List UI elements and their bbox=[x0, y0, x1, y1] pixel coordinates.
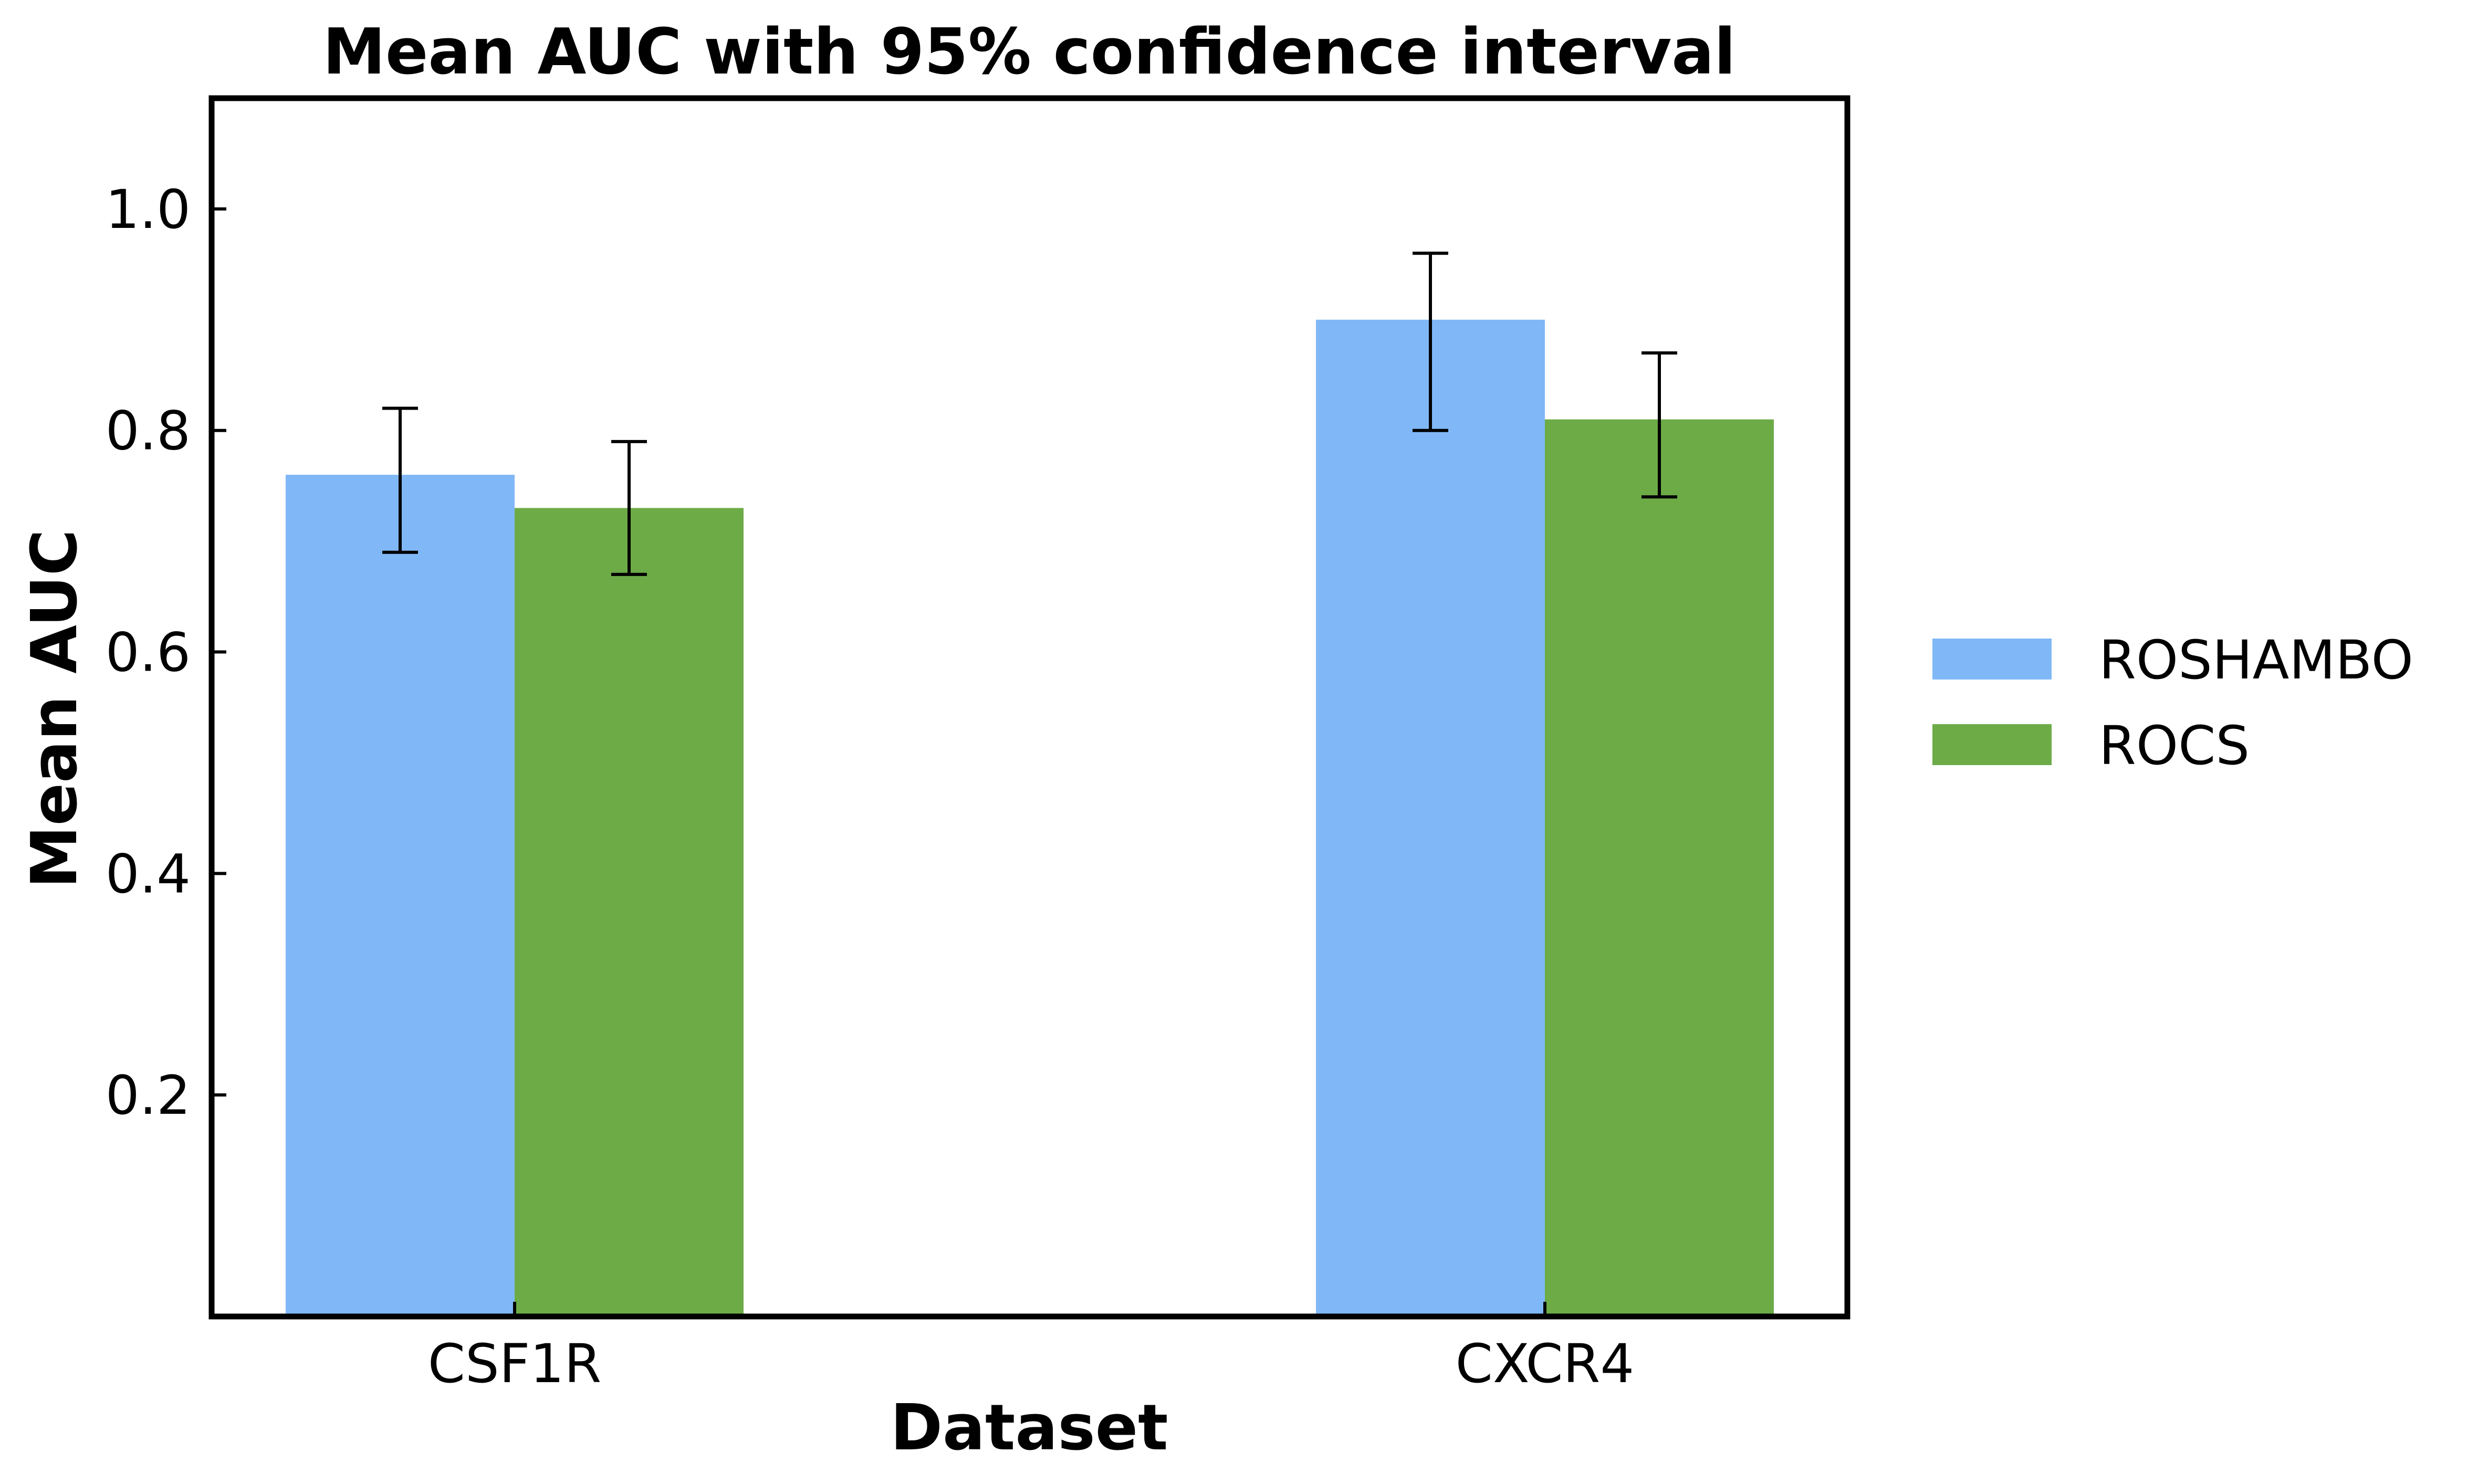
legend-label: ROSHAMBO bbox=[2099, 629, 2413, 692]
legend-item-rocs: ROCS bbox=[1932, 715, 2250, 777]
x-tick-label: CSF1R bbox=[428, 1333, 601, 1395]
y-tick-label: 1.0 bbox=[106, 179, 191, 241]
legend-item-roshambo: ROSHAMBO bbox=[1932, 629, 2413, 692]
bar-roshambo-csf1r bbox=[286, 475, 515, 1317]
error-bar-rocs-csf1r bbox=[611, 440, 647, 576]
error-bar-rocs-cxcr4 bbox=[1641, 351, 1677, 499]
plot-frame bbox=[208, 95, 1850, 1320]
y-tick-label: 0.2 bbox=[106, 1064, 191, 1127]
bar-rocs-cxcr4 bbox=[1545, 419, 1774, 1316]
y-tick-label: 0.8 bbox=[106, 400, 191, 463]
y-tick-label: 0.4 bbox=[106, 843, 191, 905]
legend: ROSHAMBO ROCS bbox=[1932, 629, 2413, 777]
legend-swatch bbox=[1932, 639, 2052, 680]
bar-rocs-csf1r bbox=[515, 508, 744, 1316]
error-bar-roshambo-csf1r bbox=[382, 406, 418, 554]
y-axis-label: Mean AUC bbox=[18, 529, 91, 889]
error-bar-roshambo-cxcr4 bbox=[1413, 252, 1448, 432]
plot-area: 0.2 0.4 0.6 0.8 1.0 CSF1R CXCR4 bbox=[106, 95, 1850, 1395]
legend-swatch bbox=[1932, 724, 2052, 765]
legend-label: ROCS bbox=[2099, 715, 2250, 777]
chart-title: Mean AUC with 95% confidence interval bbox=[323, 16, 1736, 89]
x-tick-label: CXCR4 bbox=[1456, 1333, 1635, 1395]
bar-roshambo-cxcr4 bbox=[1316, 319, 1545, 1317]
y-tick-label: 0.6 bbox=[106, 622, 191, 684]
x-axis-label: Dataset bbox=[890, 1392, 1168, 1465]
